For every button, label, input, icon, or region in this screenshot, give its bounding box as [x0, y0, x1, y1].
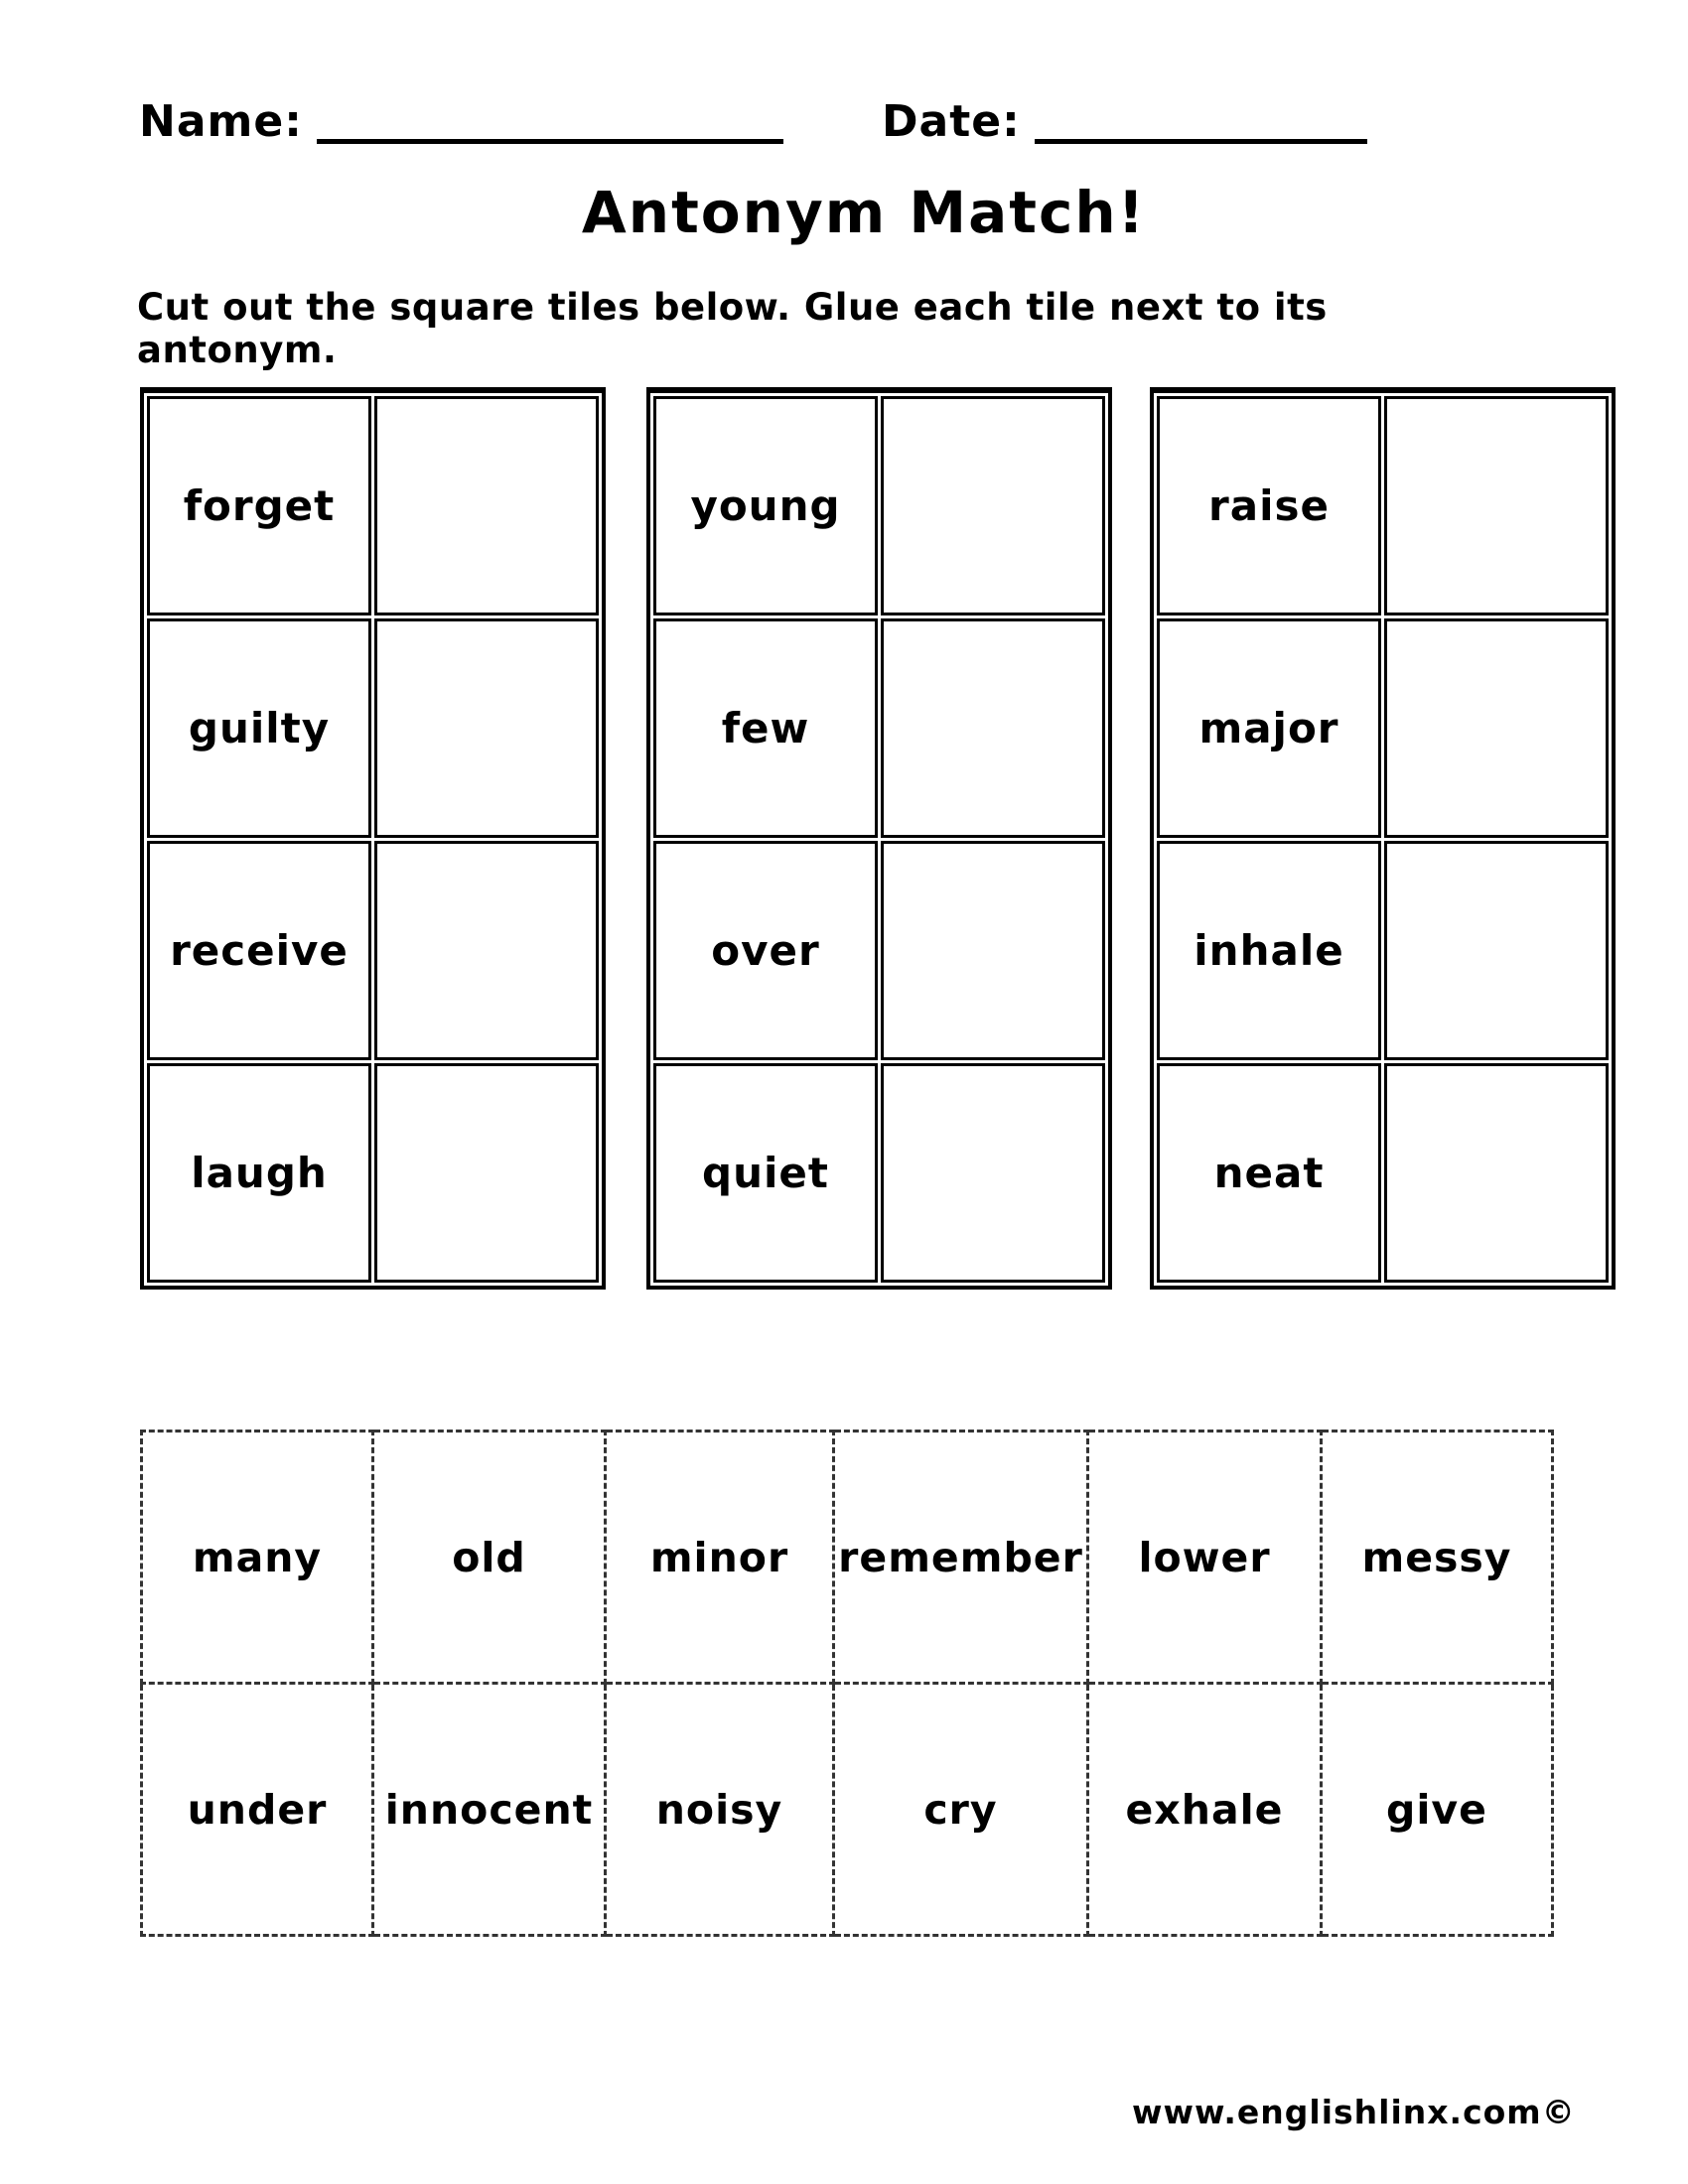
answer-blank[interactable]: [374, 396, 599, 615]
table-row: inhale: [1157, 841, 1609, 1060]
answer-blank[interactable]: [881, 1063, 1105, 1283]
tile-word[interactable]: remember: [832, 1430, 1089, 1685]
match-word: laugh: [147, 1063, 371, 1283]
table-row: few: [653, 618, 1105, 838]
tile-word[interactable]: noisy: [604, 1682, 835, 1937]
table-row: major: [1157, 618, 1609, 838]
name-input-line[interactable]: [316, 138, 783, 144]
match-word: inhale: [1157, 841, 1381, 1060]
name-field-group: Name:: [139, 96, 783, 148]
tile-word[interactable]: many: [140, 1430, 374, 1685]
date-input-line[interactable]: [1034, 138, 1367, 144]
match-word: forget: [147, 396, 371, 615]
instructions-text: Cut out the square tiles below. Glue eac…: [137, 286, 1328, 371]
match-grid-1: forget guilty receive laugh: [140, 387, 606, 1290]
table-row: forget: [147, 396, 599, 615]
tile-word[interactable]: under: [140, 1682, 374, 1937]
table-row: guilty: [147, 618, 599, 838]
tile-word[interactable]: exhale: [1086, 1682, 1323, 1937]
match-word: neat: [1157, 1063, 1381, 1283]
table-row: raise: [1157, 396, 1609, 615]
match-grid-2: young few over quiet: [646, 387, 1112, 1290]
table-row: laugh: [147, 1063, 599, 1283]
tile-word[interactable]: lower: [1086, 1430, 1323, 1685]
tile-word[interactable]: cry: [832, 1682, 1089, 1937]
answer-blank[interactable]: [1384, 618, 1609, 838]
match-word: over: [653, 841, 878, 1060]
table-row: receive: [147, 841, 599, 1060]
match-word: receive: [147, 841, 371, 1060]
table-row: under innocent noisy cry exhale give: [140, 1682, 1554, 1937]
name-label: Name:: [139, 96, 303, 147]
date-label: Date:: [882, 96, 1021, 147]
table-row: neat: [1157, 1063, 1609, 1283]
answer-blank[interactable]: [881, 618, 1105, 838]
tile-word[interactable]: old: [371, 1430, 607, 1685]
answer-blank[interactable]: [1384, 1063, 1609, 1283]
site-credit: www.englishlinx.com©: [1132, 2093, 1576, 2131]
page-title: Antonym Match!: [581, 179, 1147, 246]
match-word: guilty: [147, 618, 371, 838]
date-field-group: Date:: [882, 96, 1367, 148]
answer-blank[interactable]: [881, 396, 1105, 615]
answer-blank[interactable]: [1384, 396, 1609, 615]
tile-word[interactable]: messy: [1320, 1430, 1554, 1685]
match-word: quiet: [653, 1063, 878, 1283]
tile-word[interactable]: give: [1320, 1682, 1554, 1937]
answer-blank[interactable]: [374, 841, 599, 1060]
answer-blank[interactable]: [1384, 841, 1609, 1060]
tile-word[interactable]: minor: [604, 1430, 835, 1685]
match-word: raise: [1157, 396, 1381, 615]
match-grid-3: raise major inhale neat: [1150, 387, 1616, 1290]
table-row: young: [653, 396, 1105, 615]
table-row: over: [653, 841, 1105, 1060]
table-row: quiet: [653, 1063, 1105, 1283]
match-word: few: [653, 618, 878, 838]
table-row: many old minor remember lower messy: [140, 1430, 1554, 1685]
match-word: young: [653, 396, 878, 615]
answer-blank[interactable]: [374, 1063, 599, 1283]
match-word: major: [1157, 618, 1381, 838]
answer-blank[interactable]: [881, 841, 1105, 1060]
tile-word[interactable]: innocent: [371, 1682, 607, 1937]
cutout-tiles-grid: many old minor remember lower messy unde…: [140, 1430, 1554, 1937]
answer-blank[interactable]: [374, 618, 599, 838]
